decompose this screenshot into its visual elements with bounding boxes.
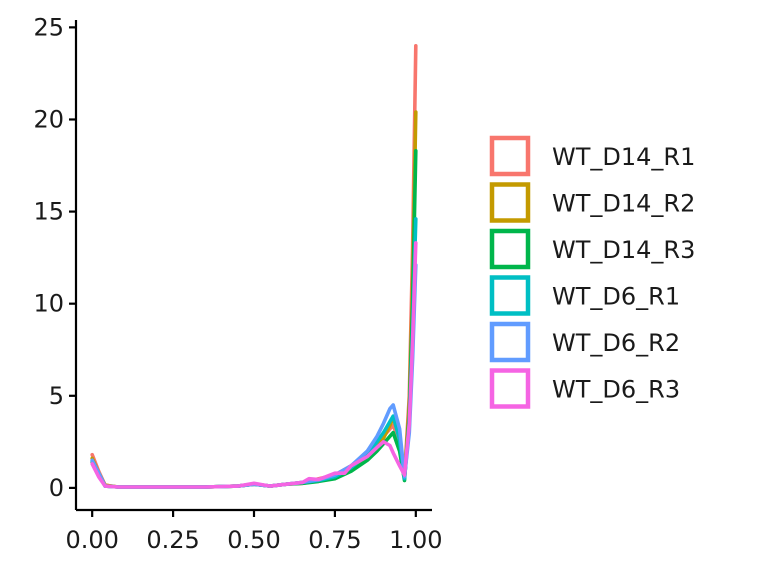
legend-label: WT_D14_R2 — [552, 190, 695, 218]
legend-key — [489, 182, 531, 223]
y-tick-label: 0 — [49, 474, 64, 502]
series-line-wt-d6-r3 — [90, 241, 418, 489]
series-line-wt-d6-r1 — [90, 217, 418, 489]
legend-label: WT_D6_R2 — [552, 329, 680, 357]
series-line-wt-d14-r3 — [90, 149, 418, 489]
y-tick-label: 25 — [33, 13, 64, 41]
y-tick-label: 10 — [33, 290, 64, 318]
legend-key — [489, 228, 531, 270]
x-tick-label: 0.00 — [65, 526, 118, 554]
legend-label: WT_D14_R3 — [552, 236, 695, 264]
y-tick-label: 5 — [49, 382, 64, 410]
legend-key — [489, 368, 531, 409]
legend-key — [489, 321, 531, 363]
legend-label: WT_D14_R1 — [552, 143, 695, 171]
legend-key — [489, 275, 531, 316]
legend-label: WT_D6_R1 — [552, 283, 680, 311]
x-tick-label: 1.00 — [389, 526, 442, 554]
legend-key — [489, 135, 531, 177]
y-axis-ticks: 0 5 10 15 20 25 — [33, 13, 76, 502]
axes: 0 5 10 15 20 25 0.00 0.25 0.50 0.75 1.00 — [33, 13, 442, 554]
x-axis-ticks: 0.00 0.25 0.50 0.75 1.00 — [65, 510, 443, 554]
legend-label: WT_D6_R3 — [552, 376, 680, 404]
legend: WT_D14_R1 WT_D14_R2 WT_D14_R3 WT_D6_R1 WT_D6… — [489, 135, 695, 409]
plot-area — [90, 43, 418, 489]
series-line-wt-d14-r2 — [90, 110, 418, 489]
y-tick-label: 20 — [33, 105, 64, 133]
series-line-wt-d14-r1 — [90, 43, 418, 489]
y-tick-label: 15 — [33, 198, 64, 226]
x-tick-label: 0.75 — [308, 526, 361, 554]
x-tick-label: 0.50 — [227, 526, 280, 554]
x-tick-label: 0.25 — [146, 526, 199, 554]
